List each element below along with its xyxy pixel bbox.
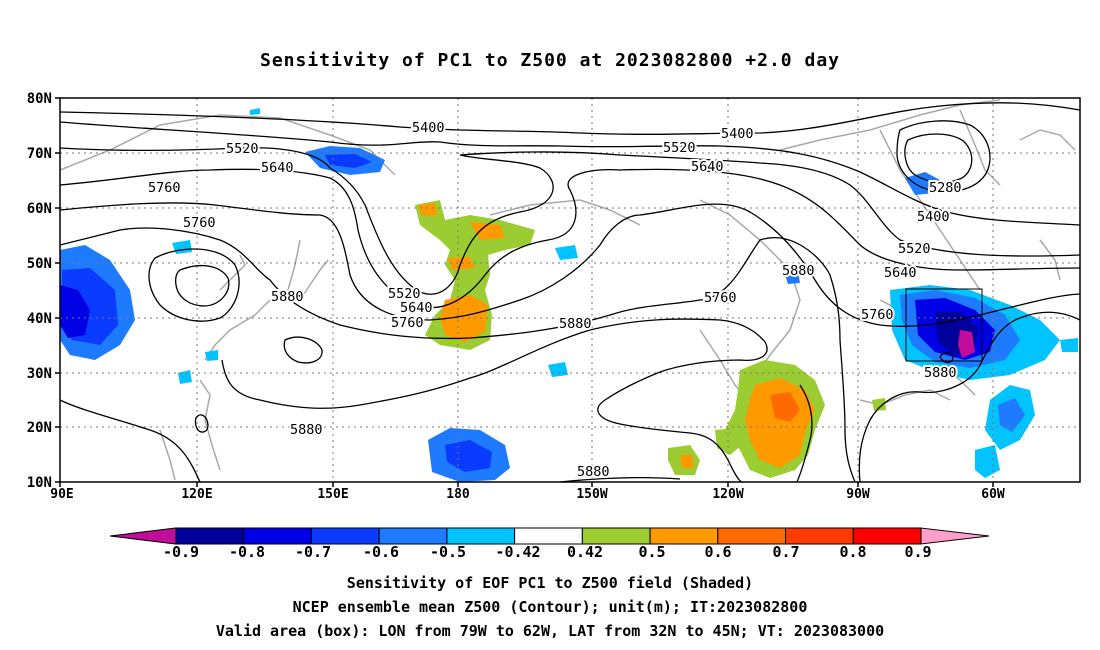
- contour-label: 5520: [388, 286, 421, 302]
- colorbar-box: [785, 527, 854, 545]
- colorbar-label: -0.7: [295, 543, 331, 561]
- contour-label: 5640: [691, 159, 724, 175]
- contour-label: 5760: [861, 307, 894, 323]
- longitude-axis: [59, 482, 994, 487]
- contour-label: 5880: [577, 464, 610, 480]
- contour-label: 5400: [721, 126, 754, 142]
- contour-label: 5640: [261, 160, 294, 176]
- z500-contours: [60, 102, 1080, 482]
- contour-label: 5640: [884, 265, 917, 281]
- lat-label: 80N: [27, 91, 52, 107]
- contour-label: 5880: [924, 365, 957, 381]
- contour-label: 5760: [704, 290, 737, 306]
- colorbar-box: [717, 527, 787, 545]
- colorbar-label: 0.42: [567, 543, 603, 561]
- colorbar: [109, 527, 990, 545]
- positive-sensitivity-shading: [415, 200, 886, 478]
- graticule: [60, 98, 1080, 482]
- colorbar-label: -0.5: [430, 543, 466, 561]
- latitude-axis: [55, 97, 60, 483]
- caption-line-3: Valid area (box): LON from 79W to 62W, L…: [215, 622, 885, 640]
- colorbar-box: [243, 527, 312, 545]
- colorbar-label: 0.5: [638, 543, 665, 561]
- colorbar-box: [446, 527, 516, 545]
- contour-label: 5520: [226, 141, 259, 157]
- colorbar-label: 0.8: [839, 543, 866, 561]
- colorbar-label: -0.6: [363, 543, 399, 561]
- colorbar-right-triangle: [920, 527, 990, 545]
- contour-label: 5400: [917, 209, 950, 225]
- lon-label: 90W: [846, 487, 870, 502]
- contour-label: 5880: [271, 289, 304, 305]
- contour-label: 5520: [663, 140, 696, 156]
- colorbar-label: 0.7: [772, 543, 799, 561]
- lat-label: 50N: [27, 256, 52, 272]
- lat-label: 20N: [27, 420, 52, 436]
- lon-label: 60W: [981, 487, 1005, 502]
- contour-label: 5760: [183, 215, 216, 231]
- colorbar-label: 0.6: [704, 543, 731, 561]
- contour-label: 5520: [898, 241, 931, 257]
- contour-label: 5400: [412, 120, 445, 136]
- contour-labels: 5400 5520 5640 5760 5760 5880 5520 5640 …: [146, 118, 964, 482]
- map-border: [59, 97, 1081, 483]
- colorbar-box: [852, 527, 922, 545]
- colorbar-label: -0.9: [163, 543, 199, 561]
- lon-label: 90E: [50, 487, 73, 502]
- caption-line-2: NCEP ensemble mean Z500 (Contour); unit(…: [292, 598, 808, 616]
- lon-label: 180: [446, 487, 470, 502]
- lat-label: 40N: [27, 311, 52, 327]
- colorbar-box: [649, 527, 719, 545]
- lat-label: 70N: [27, 146, 52, 162]
- valid-area-box: [905, 288, 983, 362]
- contour-label: 5280: [929, 180, 962, 196]
- colorbar-box: [514, 527, 583, 545]
- colorbar-box: [175, 527, 245, 545]
- contour-label: 5760: [391, 315, 424, 331]
- caption-line-1: Sensitivity of EOF PC1 to Z500 field (Sh…: [346, 574, 754, 592]
- colorbar-box: [581, 527, 651, 545]
- lat-label: 60N: [27, 201, 52, 217]
- colorbar-box: [378, 527, 448, 545]
- map-title: Sensitivity of PC1 to Z500 at 2023082800…: [259, 50, 840, 71]
- contour-label: 5880: [559, 316, 592, 332]
- lon-label: 120W: [712, 487, 743, 502]
- colorbar-left-triangle: [109, 527, 177, 545]
- contour-label: 5640: [400, 300, 433, 316]
- lat-label: 10N: [27, 475, 52, 491]
- lon-label: 120E: [181, 487, 212, 502]
- contour-label: 5880: [290, 422, 323, 438]
- contour-label: 5760: [148, 180, 181, 196]
- lon-label: 150W: [576, 487, 607, 502]
- colorbar-box: [310, 527, 380, 545]
- colorbar-label: 0.9: [904, 543, 931, 561]
- lon-label: 150E: [317, 487, 348, 502]
- colorbar-label: -0.8: [229, 543, 265, 561]
- colorbar-label: -0.42: [495, 543, 540, 561]
- contour-label: 5880: [782, 263, 815, 279]
- lat-label: 30N: [27, 366, 52, 382]
